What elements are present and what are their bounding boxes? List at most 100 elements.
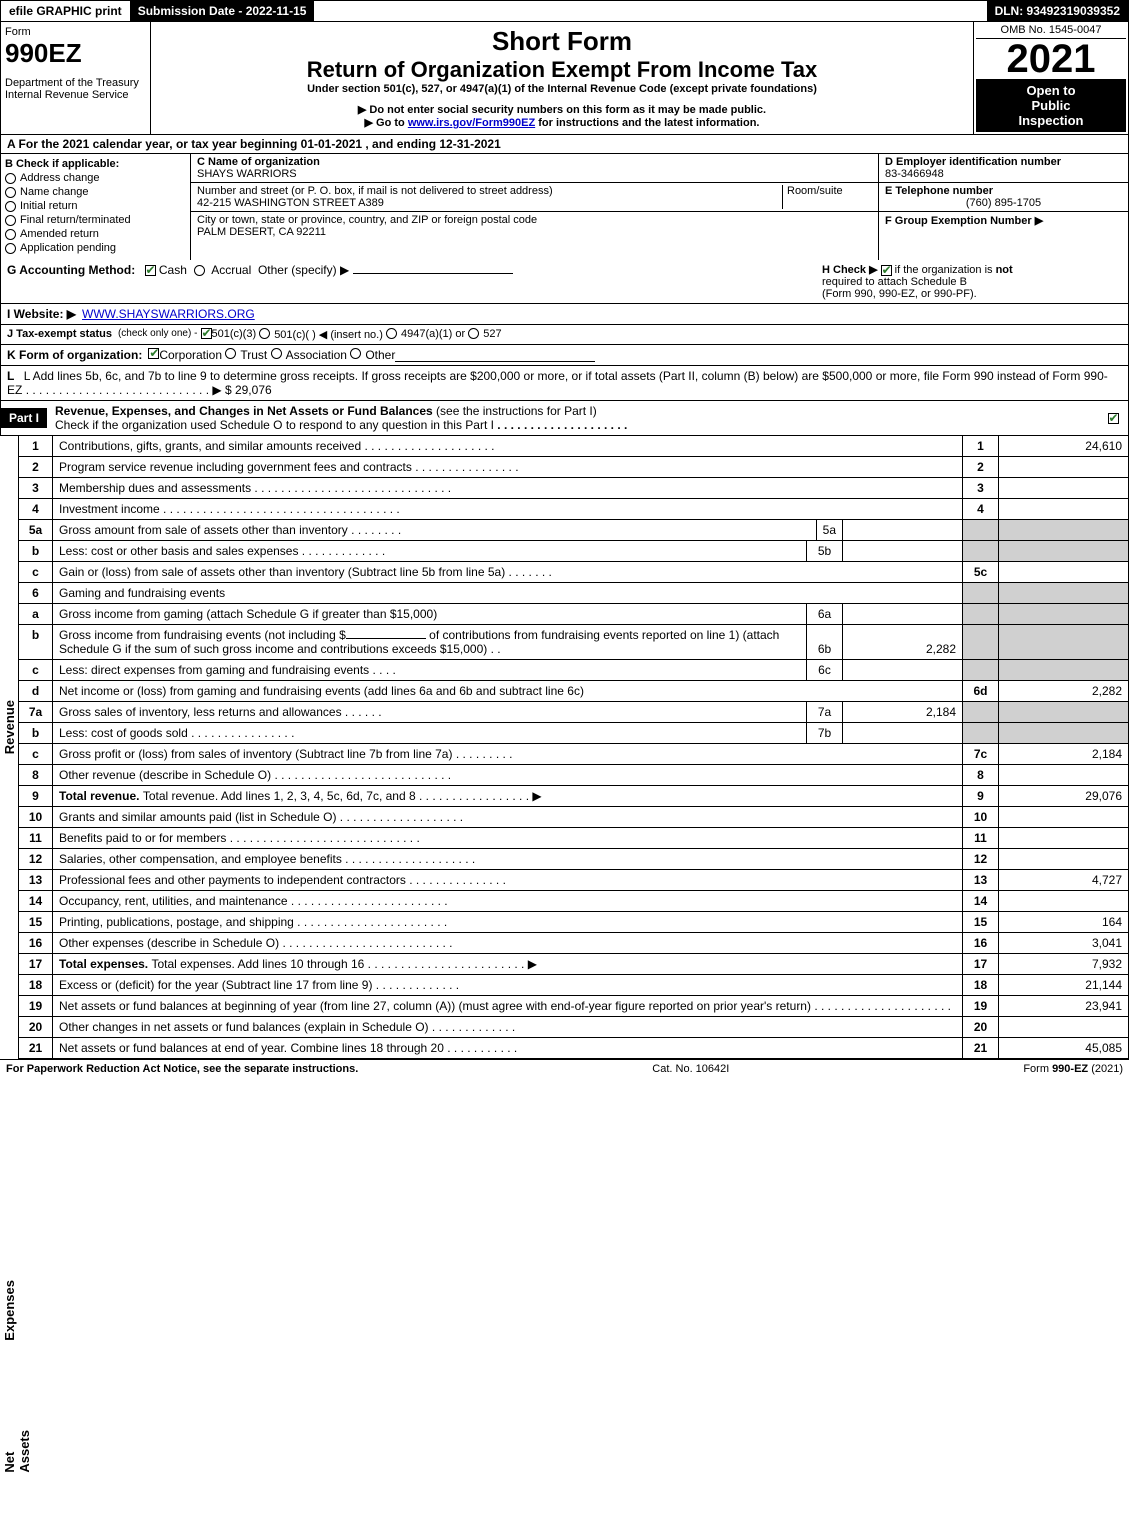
line-9: 9Total revenue. Total revenue. Add lines… [19,786,1129,807]
submission-date: Submission Date - 2022-11-15 [130,1,315,21]
k-label: K Form of organization: [7,348,142,362]
section-g: G Accounting Method: Cash Accrual Other … [7,263,822,300]
g-label: G Accounting Method: [7,263,135,277]
j-4947-check[interactable] [386,328,397,339]
j-o2: 501(c)( ) ◀ (insert no.) [274,328,383,341]
info-grid: B Check if applicable: Address change Na… [0,154,1129,260]
short-form-title: Short Form [155,26,969,57]
k-corp-check[interactable] [148,348,159,359]
line-15: 15Printing, publications, postage, and s… [19,912,1129,933]
row-g-h: G Accounting Method: Cash Accrual Other … [0,260,1129,304]
open3: Inspection [980,113,1122,128]
j-501c3-check[interactable] [201,328,212,339]
g-cash-check[interactable] [145,265,156,276]
note-1: ▶ Do not enter social security numbers o… [155,103,969,116]
line-6c: cLess: direct expenses from gaming and f… [19,660,1129,681]
b-opt-4[interactable]: Amended return [5,228,186,240]
j-o3: 4947(a)(1) or [401,328,465,341]
page-footer: For Paperwork Reduction Act Notice, see … [0,1059,1129,1078]
open2: Public [980,98,1122,113]
tel-label: E Telephone number [885,185,1122,197]
section-l: L L Add lines 5b, 6c, and 7b to line 9 t… [0,366,1129,401]
form-label: Form [5,26,146,38]
line-13: 13Professional fees and other payments t… [19,870,1129,891]
line-5a: 5aGross amount from sale of assets other… [19,520,1129,541]
j-sub: (check only one) - [118,328,197,341]
org-city: PALM DESERT, CA 92211 [197,226,872,238]
k-other-check[interactable] [350,348,361,359]
b-opt-0[interactable]: Address change [5,172,186,184]
k-o4: Other [365,348,395,362]
line-6a: aGross income from gaming (attach Schedu… [19,604,1129,625]
header-center: Short Form Return of Organization Exempt… [151,22,973,134]
c-city-label: City or town, state or province, country… [197,214,872,226]
g-accrual: Accrual [211,263,251,277]
header-right: OMB No. 1545-0047 2021 Open to Public In… [973,22,1128,134]
side-label-revenue: Revenue [2,700,17,754]
line-19: 19Net assets or fund balances at beginni… [19,996,1129,1017]
irs-link[interactable]: www.irs.gov/Form990EZ [408,117,535,129]
dept-2: Internal Revenue Service [5,89,146,101]
form-number: 990EZ [5,38,146,69]
return-title: Return of Organization Exempt From Incom… [155,57,969,83]
line-6b: bGross income from fundraising events (n… [19,625,1129,660]
section-h: H Check ▶ if the organization is not req… [822,263,1122,300]
section-a-text: A For the 2021 calendar year, or tax yea… [7,137,501,151]
efile-label: efile GRAPHIC print [1,1,130,21]
note-2: ▶ Go to www.irs.gov/Form990EZ for instru… [155,116,969,129]
footer-right: Form 990-EZ (2021) [1023,1063,1123,1075]
line-18: 18Excess or (deficit) for the year (Subt… [19,975,1129,996]
group-exemption-label: F Group Exemption Number ▶ [885,214,1122,227]
h-text4: (Form 990, 990-EZ, or 990-PF). [822,288,977,300]
g-accrual-check[interactable] [194,265,205,276]
line-8: 8Other revenue (describe in Schedule O) … [19,765,1129,786]
j-527-check[interactable] [468,328,479,339]
b-opt-5[interactable]: Application pending [5,242,186,254]
line-11: 11Benefits paid to or for members . . . … [19,828,1129,849]
b-opt-2[interactable]: Initial return [5,200,186,212]
section-k: K Form of organization: Corporation Trus… [0,345,1129,366]
line-4: 4Investment income . . . . . . . . . . .… [19,499,1129,520]
b-opt-1[interactable]: Name change [5,186,186,198]
top-bar: efile GRAPHIC print Submission Date - 20… [0,0,1129,22]
form-header: Form 990EZ Department of the Treasury In… [0,22,1129,135]
k-assoc-check[interactable] [271,348,282,359]
section-def: D Employer identification number 83-3466… [878,154,1128,260]
side-label-expenses: Expenses [2,1280,17,1341]
b-opt-3[interactable]: Final return/terminated [5,214,186,226]
k-o3: Association [286,348,347,362]
h-check[interactable] [881,265,892,276]
c-street-label: Number and street (or P. O. box, if mail… [197,185,782,197]
k-o1: Corporation [159,348,222,362]
line-5b: bLess: cost or other basis and sales exp… [19,541,1129,562]
section-i: I Website: ▶ WWW.SHAYSWARRIORS.ORG [0,304,1129,325]
subtitle: Under section 501(c), 527, or 4947(a)(1)… [155,83,969,95]
line-6: 6Gaming and fundraising events [19,583,1129,604]
l-amount: $ 29,076 [225,383,272,397]
footer-left: For Paperwork Reduction Act Notice, see … [6,1063,358,1075]
org-street: 42-215 WASHINGTON STREET A389 [197,197,782,209]
website-link[interactable]: WWW.SHAYSWARRIORS.ORG [82,307,255,321]
line-1: 1Contributions, gifts, grants, and simil… [19,436,1129,457]
tel-value: (760) 895-1705 [885,197,1122,209]
j-label: J Tax-exempt status [7,328,112,341]
h-text3: required to attach Schedule B [822,276,967,288]
k-trust-check[interactable] [225,348,236,359]
g-cash: Cash [159,263,187,277]
room-suite-label: Room/suite [782,185,872,209]
dln: DLN: 93492319039352 [987,1,1128,21]
section-a: A For the 2021 calendar year, or tax yea… [0,135,1129,154]
lines-table: 1Contributions, gifts, grants, and simil… [18,436,1129,1059]
line-12: 12Salaries, other compensation, and empl… [19,849,1129,870]
line-3: 3Membership dues and assessments . . . .… [19,478,1129,499]
section-j: J Tax-exempt status (check only one) - 5… [0,325,1129,345]
footer-catno: Cat. No. 10642I [358,1063,1023,1075]
ein-value: 83-3466948 [885,168,1122,180]
note2-suffix: for instructions and the latest informat… [538,117,759,129]
c-name-label: C Name of organization [197,156,872,168]
g-other: Other (specify) ▶ [258,263,349,277]
part1-check[interactable] [1108,413,1119,424]
section-c: C Name of organization SHAYS WARRIORS Nu… [191,154,878,260]
side-label-netassets: Net Assets [2,1430,32,1473]
j-501c-check[interactable] [259,328,270,339]
